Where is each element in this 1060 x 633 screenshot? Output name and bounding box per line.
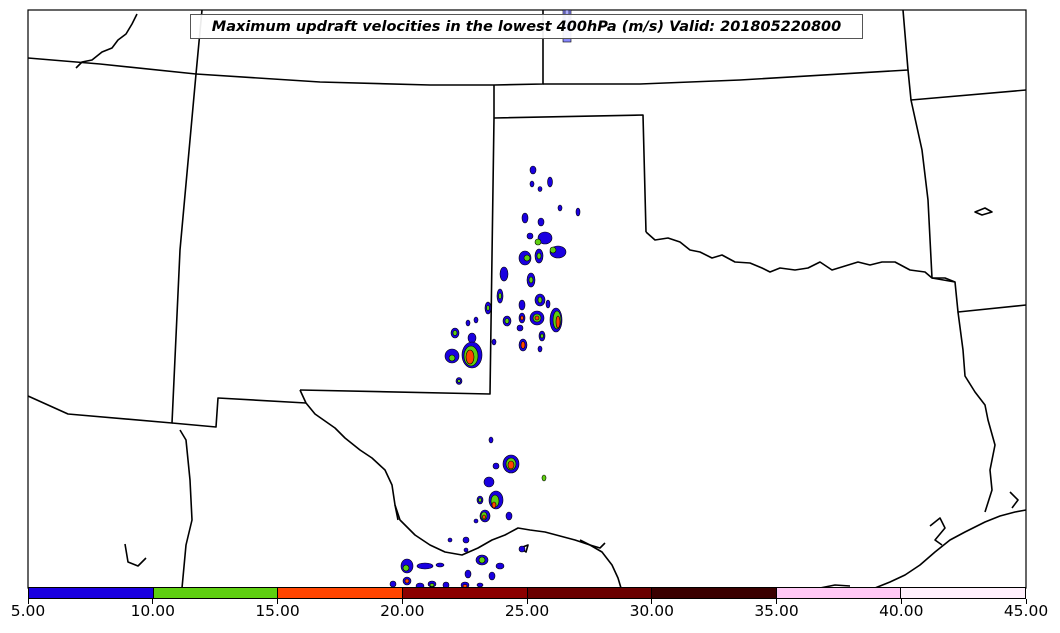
- colorbar-label: 40.00: [879, 602, 924, 620]
- contour-cells-south: [389, 436, 547, 590]
- colorbar-label: 10.00: [130, 602, 175, 620]
- colorbar-label: 35.00: [754, 602, 799, 620]
- colorbar-tick: [27, 599, 29, 604]
- colorbar-segment: [277, 588, 402, 598]
- colorbar-label: 20.00: [380, 602, 425, 620]
- colorbar-tick: [651, 599, 653, 604]
- colorbar-label: 30.00: [629, 602, 674, 620]
- colorbar-tick: [401, 599, 403, 604]
- colorbar: [28, 587, 1026, 599]
- state-borders: [27, 9, 1027, 589]
- colorbar-label: 5.00: [10, 602, 46, 620]
- colorbar-segment: [29, 588, 153, 598]
- colorbar-segment: [651, 588, 776, 598]
- colorbar-segment: [775, 588, 901, 598]
- colorbar-label: 25.00: [504, 602, 550, 620]
- colorbar-segment: [900, 588, 1025, 598]
- colorbar-label: 45.00: [1003, 602, 1049, 620]
- colorbar-tick: [526, 599, 528, 604]
- colorbar-tick: [152, 599, 154, 604]
- map-frame: [27, 9, 1027, 589]
- colorbar-tick: [900, 599, 902, 604]
- map-title-box: Maximum updraft velocities in the lowest…: [190, 14, 863, 39]
- colorbar-segment: [152, 588, 278, 598]
- colorbar-segment: [401, 588, 527, 598]
- colorbar-tick: [1025, 599, 1027, 604]
- colorbar-tick: [776, 599, 777, 604]
- colorbar-label: 15.00: [255, 602, 300, 620]
- colorbar-segment: [526, 588, 652, 598]
- contour-cells-north: [444, 165, 581, 385]
- map-title: Maximum updraft velocities in the lowest…: [211, 18, 842, 35]
- colorbar-tick: [277, 599, 278, 604]
